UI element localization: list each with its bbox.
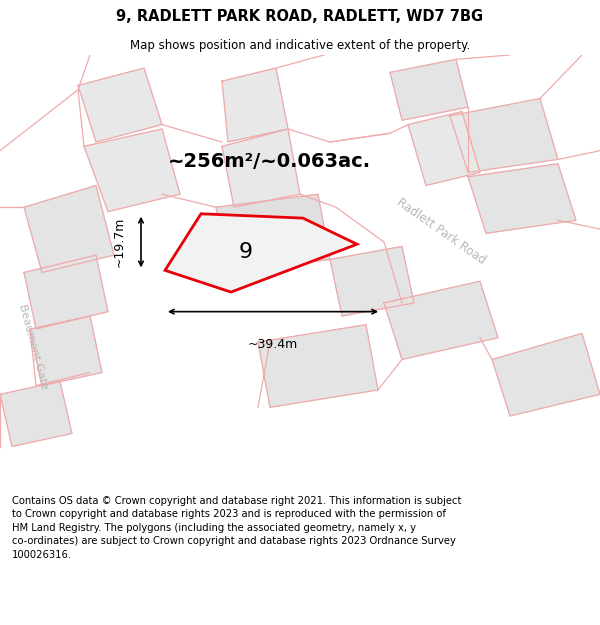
Text: Radlett Park Road: Radlett Park Road <box>394 196 488 267</box>
Polygon shape <box>258 325 378 408</box>
Text: Map shows position and indicative extent of the property.: Map shows position and indicative extent… <box>130 39 470 52</box>
Text: Beaumont Gate: Beaumont Gate <box>17 302 49 390</box>
Polygon shape <box>330 246 414 316</box>
Text: 9, RADLETT PARK ROAD, RADLETT, WD7 7BG: 9, RADLETT PARK ROAD, RADLETT, WD7 7BG <box>116 9 484 24</box>
Polygon shape <box>390 59 468 120</box>
Polygon shape <box>222 68 288 142</box>
Polygon shape <box>30 316 102 386</box>
Polygon shape <box>450 99 558 172</box>
Polygon shape <box>165 214 357 292</box>
Polygon shape <box>468 164 576 233</box>
Polygon shape <box>78 68 162 142</box>
Polygon shape <box>24 186 114 272</box>
Polygon shape <box>408 111 480 186</box>
Polygon shape <box>84 129 180 212</box>
Polygon shape <box>222 129 300 208</box>
Text: Contains OS data © Crown copyright and database right 2021. This information is : Contains OS data © Crown copyright and d… <box>12 496 461 560</box>
Text: ~19.7m: ~19.7m <box>113 217 126 268</box>
Polygon shape <box>0 381 72 446</box>
Polygon shape <box>24 255 108 329</box>
Polygon shape <box>384 281 498 359</box>
Text: 9: 9 <box>238 242 253 262</box>
Polygon shape <box>492 333 600 416</box>
Text: ~39.4m: ~39.4m <box>248 338 298 351</box>
Text: ~256m²/~0.063ac.: ~256m²/~0.063ac. <box>168 152 371 171</box>
Polygon shape <box>216 194 330 272</box>
